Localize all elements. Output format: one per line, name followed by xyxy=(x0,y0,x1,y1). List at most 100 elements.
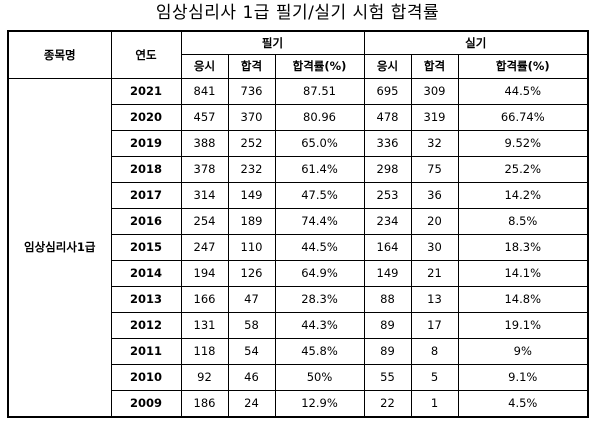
practical-passed-cell: 13 xyxy=(410,286,459,313)
written-passed-cell: 370 xyxy=(227,104,276,131)
practical-rate-cell: 9.52% xyxy=(457,130,589,157)
practical-applicants-header: 응시 xyxy=(363,54,412,79)
page-title: 임상심리사 1급 필기/실기 시험 합격률 xyxy=(155,3,440,23)
practical-applicants-cell: 89 xyxy=(363,338,412,365)
practical-passed-cell: 21 xyxy=(410,260,459,287)
practical-rate-header: 합격률(%) xyxy=(457,54,589,79)
practical-rate-cell: 4.5% xyxy=(457,390,589,418)
written-applicants-cell: 118 xyxy=(180,338,229,365)
written-header: 필기 xyxy=(180,30,365,55)
practical-rate-cell: 14.2% xyxy=(457,182,589,209)
year-cell: 2013 xyxy=(110,286,182,313)
written-passed-header: 합격 xyxy=(227,54,276,79)
written-passed-cell: 46 xyxy=(227,364,276,391)
practical-passed-cell: 319 xyxy=(410,104,459,131)
written-rate-cell: 87.51 xyxy=(274,78,365,105)
practical-header: 실기 xyxy=(363,30,589,55)
practical-rate-cell: 44.5% xyxy=(457,78,589,105)
practical-applicants-cell: 22 xyxy=(363,390,412,418)
year-cell: 2014 xyxy=(110,260,182,287)
written-applicants-cell: 194 xyxy=(180,260,229,287)
practical-passed-header: 합격 xyxy=(410,54,459,79)
year-cell: 2016 xyxy=(110,208,182,235)
table-row: 2009 186 24 12.9% 22 1 4.5% xyxy=(8,390,589,418)
written-applicants-cell: 166 xyxy=(180,286,229,313)
table-row: 2010 92 46 50% 55 5 9.1% xyxy=(8,364,589,391)
written-passed-cell: 189 xyxy=(227,208,276,235)
written-applicants-cell: 841 xyxy=(180,78,229,105)
table-row: 2018 378 232 61.4% 298 75 25.2% xyxy=(8,156,589,183)
written-rate-cell: 44.5% xyxy=(274,234,365,261)
written-applicants-header: 응시 xyxy=(180,54,229,79)
written-rate-cell: 65.0% xyxy=(274,130,365,157)
year-cell: 2019 xyxy=(110,130,182,157)
table-row: 2020 457 370 80.96 478 319 66.74% xyxy=(8,104,589,131)
practical-applicants-cell: 478 xyxy=(363,104,412,131)
practical-applicants-cell: 234 xyxy=(363,208,412,235)
written-rate-cell: 50% xyxy=(274,364,365,391)
written-applicants-cell: 254 xyxy=(180,208,229,235)
pass-rate-table: 종목명 연도 필기 실기 응시 합격 합격률(%) 응시 합격 합격률(%) 임… xyxy=(7,30,589,418)
written-applicants-cell: 314 xyxy=(180,182,229,209)
practical-applicants-cell: 336 xyxy=(363,130,412,157)
table-row: 2017 314 149 47.5% 253 36 14.2% xyxy=(8,182,589,209)
year-cell: 2021 xyxy=(110,78,182,105)
practical-passed-cell: 20 xyxy=(410,208,459,235)
written-applicants-cell: 92 xyxy=(180,364,229,391)
practical-passed-cell: 1 xyxy=(410,390,459,418)
written-passed-cell: 736 xyxy=(227,78,276,105)
year-header: 연도 xyxy=(110,30,182,79)
practical-applicants-cell: 164 xyxy=(363,234,412,261)
written-rate-cell: 44.3% xyxy=(274,312,365,339)
year-cell: 2020 xyxy=(110,104,182,131)
written-passed-cell: 47 xyxy=(227,286,276,313)
year-cell: 2011 xyxy=(110,338,182,365)
header-row-top: 종목명 연도 필기 실기 xyxy=(7,30,589,79)
written-rate-cell: 12.9% xyxy=(274,390,365,418)
year-cell: 2009 xyxy=(110,390,182,418)
written-applicants-cell: 388 xyxy=(180,130,229,157)
practical-rate-cell: 9% xyxy=(457,338,589,365)
written-rate-header: 합격률(%) xyxy=(274,54,365,79)
practical-applicants-cell: 253 xyxy=(363,182,412,209)
practical-rate-cell: 8.5% xyxy=(457,208,589,235)
written-passed-cell: 110 xyxy=(227,234,276,261)
written-rate-cell: 61.4% xyxy=(274,156,365,183)
written-passed-cell: 126 xyxy=(227,260,276,287)
table-row: 2014 194 126 64.9% 149 21 14.1% xyxy=(8,260,589,287)
table-row: 임상심리사1급 2021 841 736 87.51 695 309 44.5% xyxy=(7,78,589,418)
written-applicants-cell: 457 xyxy=(180,104,229,131)
written-passed-cell: 58 xyxy=(227,312,276,339)
practical-passed-cell: 17 xyxy=(410,312,459,339)
written-rate-cell: 80.96 xyxy=(274,104,365,131)
practical-applicants-cell: 298 xyxy=(363,156,412,183)
practical-applicants-cell: 89 xyxy=(363,312,412,339)
table-row: 2013 166 47 28.3% 88 13 14.8% xyxy=(8,286,589,313)
practical-passed-cell: 75 xyxy=(410,156,459,183)
table-body: 임상심리사1급 2021 841 736 87.51 695 309 44.5% 2020 457… xyxy=(7,78,589,418)
practical-rate-cell: 66.74% xyxy=(457,104,589,131)
practical-rate-cell: 14.8% xyxy=(457,286,589,313)
year-cell: 2015 xyxy=(110,234,182,261)
practical-rate-cell: 14.1% xyxy=(457,260,589,287)
practical-passed-cell: 30 xyxy=(410,234,459,261)
table-row: 2011 118 54 45.8% 89 8 9% xyxy=(8,338,589,365)
header-row-sub: 응시 합격 합격률(%) 응시 합격 합격률(%) xyxy=(8,54,589,79)
written-passed-cell: 54 xyxy=(227,338,276,365)
table-row: 2015 247 110 44.5% 164 30 18.3% xyxy=(8,234,589,261)
practical-rate-cell: 25.2% xyxy=(457,156,589,183)
written-passed-cell: 252 xyxy=(227,130,276,157)
year-cell: 2010 xyxy=(110,364,182,391)
written-rate-cell: 47.5% xyxy=(274,182,365,209)
year-cell: 2017 xyxy=(110,182,182,209)
table-row: 2012 131 58 44.3% 89 17 19.1% xyxy=(8,312,589,339)
practical-rate-cell: 19.1% xyxy=(457,312,589,339)
practical-rate-cell: 9.1% xyxy=(457,364,589,391)
practical-passed-cell: 36 xyxy=(410,182,459,209)
subject-header: 종목명 xyxy=(7,30,112,79)
practical-passed-cell: 32 xyxy=(410,130,459,157)
written-applicants-cell: 131 xyxy=(180,312,229,339)
written-rate-cell: 45.8% xyxy=(274,338,365,365)
practical-passed-cell: 5 xyxy=(410,364,459,391)
practical-passed-cell: 309 xyxy=(410,78,459,105)
